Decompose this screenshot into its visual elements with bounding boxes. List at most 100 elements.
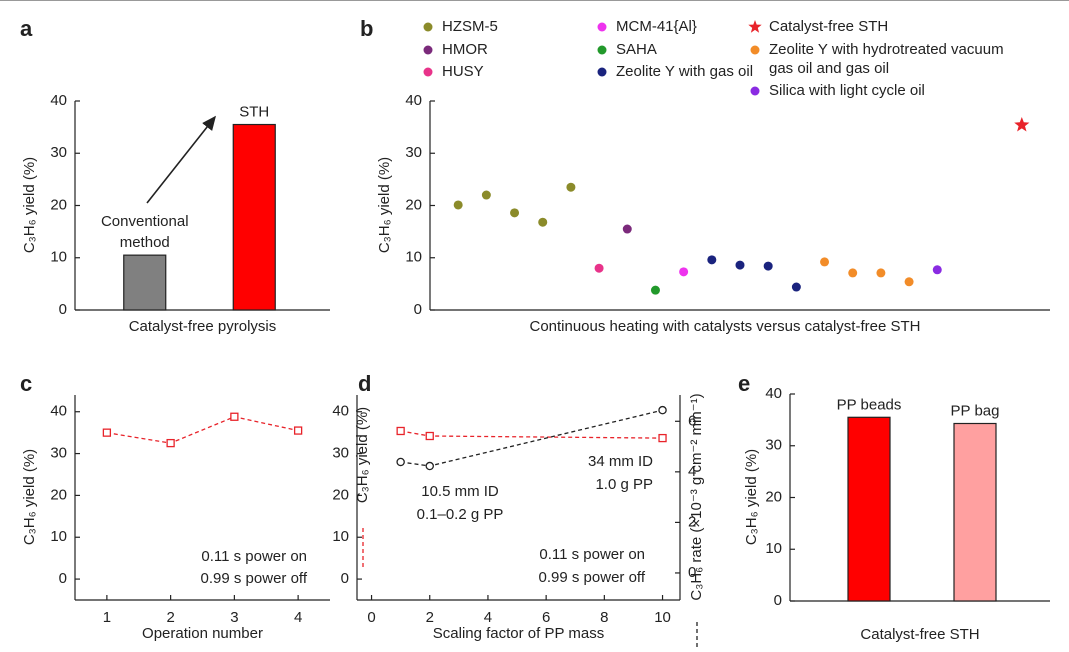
- legend-marker: [423, 67, 433, 77]
- y-tick-label: 20: [50, 196, 67, 213]
- panel-letter: a: [20, 16, 33, 41]
- point: [622, 224, 632, 234]
- legend-label: MCM-41{Al}: [616, 18, 697, 35]
- y-tick-label: 20: [332, 486, 349, 503]
- legend-marker: [597, 45, 607, 55]
- point: [594, 263, 604, 273]
- point: [166, 438, 175, 448]
- point: [566, 182, 576, 192]
- x-tick-label: 4: [484, 609, 492, 626]
- annotation: 0.11 s power on: [201, 548, 307, 565]
- annotation: 0.99 s power off: [539, 569, 646, 586]
- x-tick-label: 0: [367, 609, 375, 626]
- annotation: 1.0 g PP: [595, 476, 653, 493]
- point: [707, 255, 717, 265]
- point: [396, 457, 405, 467]
- point: [679, 267, 689, 277]
- panel-letter: c: [20, 371, 32, 396]
- point: [658, 433, 667, 443]
- y-axis-label: C₃H₆ yield (%): [376, 157, 393, 253]
- point: [735, 260, 745, 270]
- x-tick-label: 10: [654, 609, 671, 626]
- point: [791, 282, 801, 292]
- x-tick-label: 4: [294, 609, 302, 626]
- legend-marker: [750, 45, 760, 55]
- panel-letter: d: [358, 371, 371, 396]
- x-axis-label: Continuous heating with catalysts versus…: [529, 318, 920, 335]
- point: [230, 412, 239, 421]
- legend-marker: [423, 22, 433, 32]
- x-axis-label: Catalyst-free STH: [860, 626, 979, 643]
- x-tick-label: 3: [230, 609, 238, 626]
- series-line: [106, 416, 299, 444]
- point: [650, 285, 660, 295]
- point: [904, 277, 914, 287]
- point: [425, 461, 434, 471]
- x-axis-label: Scaling factor of PP mass: [433, 625, 604, 642]
- y2-tick-label: 0: [688, 564, 696, 581]
- y-axis-label: C₃H₆ yield (%): [21, 157, 38, 253]
- point: [453, 200, 463, 210]
- y-tick-label: 20: [50, 486, 67, 503]
- annotation: 34 mm ID: [588, 453, 653, 470]
- legend-label: Silica with light cycle oil: [769, 82, 925, 99]
- y-tick-label: 10: [765, 540, 782, 557]
- y-tick-label: 30: [50, 144, 67, 161]
- category-label: Conventional method: [101, 213, 189, 251]
- point: [1014, 117, 1030, 132]
- legend-label: Catalyst-free STH: [769, 18, 888, 35]
- point: [658, 405, 667, 415]
- legend-label: HMOR: [442, 41, 488, 58]
- y-tick-label: 30: [405, 144, 422, 161]
- y-axis-label: C₃H₆ yield (%): [743, 449, 760, 545]
- point: [510, 208, 520, 218]
- y-tick-label: 10: [405, 249, 422, 266]
- bar: [953, 422, 997, 602]
- x-axis-label: Operation number: [142, 625, 263, 642]
- legend-marker: [750, 86, 760, 96]
- y-tick-label: 40: [405, 92, 422, 109]
- legend-label: SAHA: [616, 41, 657, 58]
- category-label: PP bag: [951, 402, 1000, 419]
- x-tick-label: 2: [166, 609, 174, 626]
- point: [396, 426, 405, 436]
- y-axis-label: C₃H₆ yield (%): [354, 407, 371, 503]
- legend-label: Zeolite Y with hydrotreated vacuum gas oi…: [769, 41, 1004, 77]
- point: [820, 257, 830, 267]
- x-axis-label: Catalyst-free pyrolysis: [129, 318, 277, 335]
- legend-marker: [597, 22, 607, 32]
- y2-axis-label: C₃H₆ rate (×10⁻³ g cm⁻² min⁻¹): [688, 393, 705, 600]
- y-tick-label: 40: [765, 385, 782, 402]
- y2-tick-label: 2: [688, 513, 696, 530]
- y-tick-label: 40: [332, 403, 349, 420]
- y-tick-label: 40: [50, 403, 67, 420]
- legend-marker: [748, 20, 762, 33]
- x-tick-label: 2: [426, 609, 434, 626]
- bar: [847, 416, 891, 602]
- x-tick-label: 8: [600, 609, 608, 626]
- point: [481, 190, 491, 200]
- point: [848, 268, 858, 278]
- annotation: 0.99 s power off: [201, 570, 308, 587]
- arrow: [146, 115, 216, 204]
- y-tick-label: 0: [414, 301, 422, 318]
- y-tick-label: 30: [332, 445, 349, 462]
- annotation: 0.11 s power on: [539, 546, 645, 563]
- point: [538, 217, 548, 227]
- point: [876, 268, 886, 278]
- y-tick-label: 10: [50, 249, 67, 266]
- y2-tick-label: 6: [688, 412, 696, 429]
- y-tick-label: 10: [332, 528, 349, 545]
- category-label: STH: [239, 103, 269, 120]
- legend-label: HUSY: [442, 63, 484, 80]
- panel-letter: b: [360, 16, 373, 41]
- panel-letter: e: [738, 371, 750, 396]
- y-tick-label: 10: [50, 528, 67, 545]
- y-tick-label: 0: [59, 301, 67, 318]
- y2-tick-label: 4: [688, 463, 696, 480]
- annotation: 0.1–0.2 g PP: [417, 506, 504, 523]
- bar: [232, 123, 276, 311]
- point: [425, 431, 434, 441]
- y-tick-label: 40: [50, 92, 67, 109]
- y-tick-label: 30: [50, 445, 67, 462]
